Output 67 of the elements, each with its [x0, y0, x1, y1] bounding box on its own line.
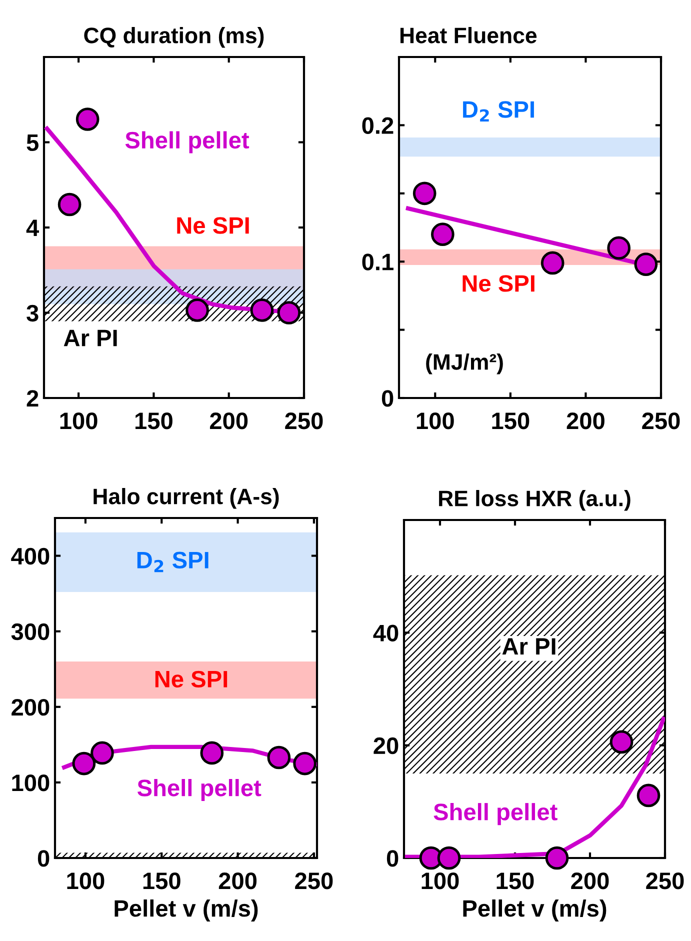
band-label: D$_{2}$ SPI [463, 101, 534, 122]
point [545, 846, 569, 870]
x-axis-title: Pellet v (m/s) [114, 899, 258, 922]
annotation: (MJ/m²) [426, 354, 503, 374]
chart-title: Halo current (A-s) [94, 488, 279, 509]
y-tick-label: 400 [11, 548, 50, 565]
x-tick-label: 100 [416, 412, 454, 430]
point [72, 752, 96, 776]
point [90, 741, 114, 765]
chart-title: Heat Fluence [400, 27, 537, 44]
chart-title: CQ duration (ms) [84, 27, 264, 48]
point [58, 192, 82, 216]
point [293, 752, 316, 776]
band-label: Ne SPI [462, 275, 534, 292]
point [634, 252, 658, 276]
x-tick-label: 150 [492, 412, 530, 430]
point [437, 846, 461, 870]
y-tick-label: 40 [373, 624, 398, 642]
series-label: Shell pellet [137, 778, 262, 802]
y-tick-label: 3 [26, 304, 38, 322]
band-label: Ar PI [502, 638, 556, 655]
y-tick-label: 5 [26, 134, 38, 152]
band-label: Ne SPI [177, 217, 249, 234]
point [607, 236, 631, 260]
band-label: Ar PI [64, 330, 117, 346]
point [540, 251, 564, 275]
y-tick-label: 4 [26, 220, 40, 236]
x-tick-label: 100 [67, 872, 104, 890]
y-tick-label: 2 [26, 390, 38, 407]
x-tick-label: 200 [218, 872, 257, 890]
point [186, 298, 209, 322]
x-axis-title: Pellet v (m/s) [463, 899, 606, 922]
point [250, 298, 274, 322]
y-tick-label: 100 [12, 774, 50, 792]
x-tick-label: 100 [60, 412, 98, 430]
point [267, 746, 291, 770]
band-label: Ne SPI [155, 670, 228, 688]
series-label: Shell pellet [434, 803, 558, 826]
x-tick-label: 150 [136, 412, 172, 430]
x-tick-label: 250 [646, 872, 684, 890]
x-tick-label: 150 [496, 872, 534, 890]
y-tick-label: 0 [386, 850, 398, 867]
point [636, 784, 660, 808]
point [431, 222, 454, 246]
y-tick-label: 0.2 [362, 117, 394, 134]
y-tick-label: 0 [38, 850, 50, 867]
x-tick-label: 200 [210, 412, 248, 430]
point [277, 301, 301, 324]
y-tick-label: 200 [12, 698, 50, 716]
point [412, 182, 436, 206]
x-tick-label: 200 [571, 872, 609, 890]
x-tick-label: 250 [285, 412, 323, 430]
chart-title: RE loss HXR (a.u.) [439, 490, 630, 511]
series-label: Shell pellet [125, 131, 250, 154]
x-tick-label: 250 [295, 872, 333, 890]
y-tick-label: 20 [374, 737, 398, 754]
point [76, 108, 100, 131]
x-tick-label: 250 [642, 412, 680, 430]
y-tick-label: 0 [382, 390, 394, 407]
x-tick-label: 100 [422, 872, 459, 890]
y-tick-label: 0.1 [362, 254, 394, 270]
point [200, 741, 224, 765]
x-tick-label: 150 [143, 872, 180, 890]
band-label: D$_{2}$ SPI [137, 552, 208, 572]
y-tick-label: 300 [11, 623, 50, 640]
point [610, 730, 634, 754]
x-tick-label: 200 [566, 412, 604, 430]
